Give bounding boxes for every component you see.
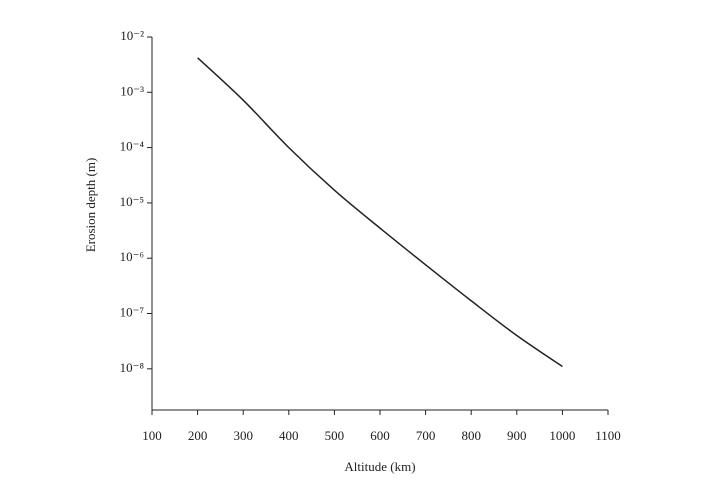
data-line [197,57,563,368]
x-tick-label: 1000 [549,428,575,443]
y-tick-label: 10⁻⁵ [120,194,144,209]
y-tick-label: 10⁻² [120,28,144,43]
x-tick-label: 400 [279,428,299,443]
x-tick-label: 100 [142,428,162,443]
x-tick-label: 800 [461,428,481,443]
y-axis-title: Erosion depth (m) [83,158,98,253]
x-tick-label: 900 [507,428,527,443]
x-tick-label: 500 [325,428,345,443]
x-tick-label: 1100 [595,428,621,443]
x-tick-label: 200 [188,428,208,443]
x-tick-label: 300 [233,428,253,443]
y-tick-label: 10⁻⁸ [120,360,145,375]
y-tick-label: 10⁻⁷ [120,304,144,319]
x-tick-label: 700 [416,428,436,443]
y-tick-label: 10⁻⁴ [120,139,145,154]
x-axis-title: Altitude (km) [344,459,415,474]
y-tick-label: 10⁻⁶ [120,249,144,264]
x-tick-label: 600 [370,428,390,443]
y-tick-label: 10⁻³ [120,83,144,98]
